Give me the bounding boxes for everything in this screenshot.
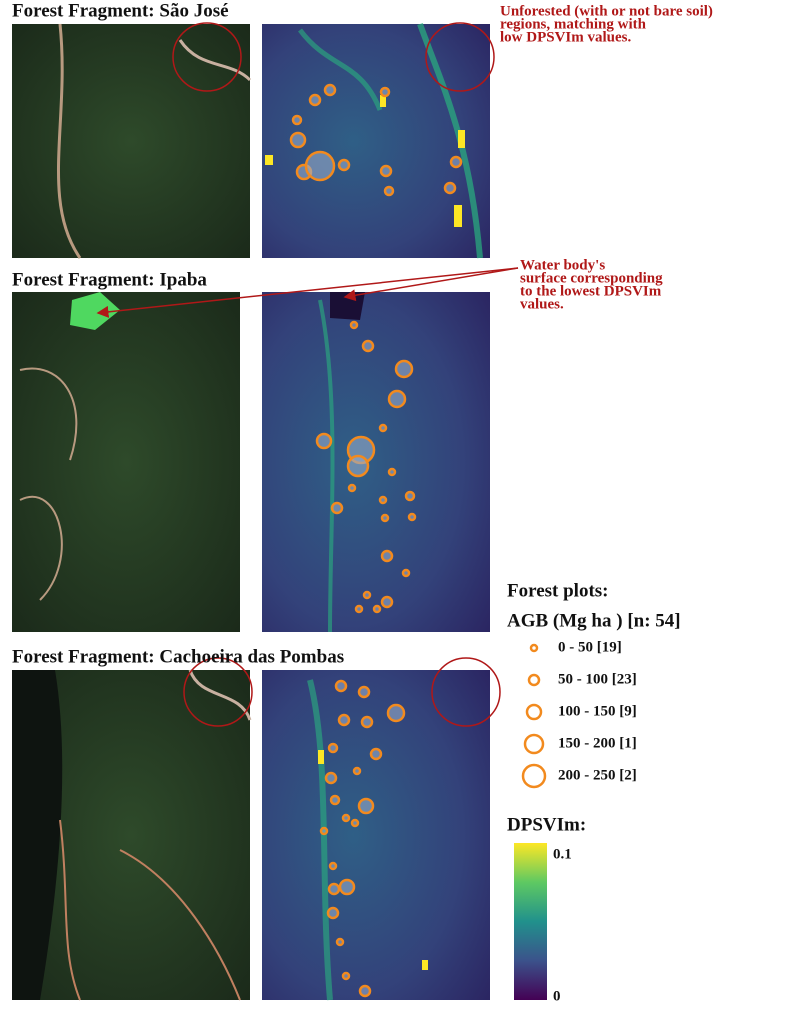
plot-circle <box>396 361 412 377</box>
rgb-images <box>12 24 250 1000</box>
legend-label: 0 - 50 [19] <box>558 639 622 655</box>
plot-circle <box>364 592 370 598</box>
legend-symbol <box>531 645 537 651</box>
panel-title: Forest Fragment: Ipaba <box>12 269 207 290</box>
plot-circle <box>451 157 461 167</box>
plot-circle <box>363 341 373 351</box>
plot-circle <box>291 133 305 147</box>
plot-circle <box>382 597 392 607</box>
plot-circle <box>406 492 414 500</box>
plot-circle <box>380 497 386 503</box>
panel-title: Forest Fragment: São José <box>12 0 229 21</box>
colorbar-title: DPSVIm: <box>507 814 586 835</box>
plot-circle <box>374 606 380 612</box>
plot-circle <box>348 456 368 476</box>
plot-circle <box>317 434 331 448</box>
colorbar-tick-label: 0 <box>553 988 561 1004</box>
plot-circle <box>329 884 339 894</box>
plot-circle <box>403 570 409 576</box>
figure: Forest Fragment: São José Forest Fragmen… <box>0 0 786 1009</box>
plot-circle <box>328 908 338 918</box>
plot-circle <box>359 799 373 813</box>
annotation-line: low DPSVIm values. <box>500 29 632 45</box>
plot-circle <box>293 116 301 124</box>
legend-label: 150 - 200 [1] <box>558 735 637 751</box>
plot-circle <box>321 828 327 834</box>
legend-symbol <box>527 705 541 719</box>
plot-circle <box>382 515 388 521</box>
plot-circle <box>360 986 370 996</box>
panel-title: Forest Fragment: Cachoeira das Pombas <box>12 646 344 667</box>
legend-symbol <box>529 675 539 685</box>
plot-circle <box>310 95 320 105</box>
plot-circle <box>343 973 349 979</box>
plot-circle <box>339 715 349 725</box>
plot-circle <box>326 773 336 783</box>
legend-subtitle: AGB (Mg ha ) [n: 54] <box>507 610 681 631</box>
plot-circle <box>381 88 389 96</box>
plot-circle <box>389 469 395 475</box>
plot-circle <box>351 322 357 328</box>
plot-circle <box>331 796 339 804</box>
plot-circle <box>349 485 355 491</box>
plot-circle <box>352 820 358 826</box>
plot-circle <box>325 85 335 95</box>
plot-circle <box>343 815 349 821</box>
plot-circle <box>362 717 372 727</box>
plot-circle <box>340 880 354 894</box>
plot-circle <box>389 391 405 407</box>
plot-circle <box>329 744 337 752</box>
legend-label: 200 - 250 [2] <box>558 767 637 783</box>
plot-circle <box>388 705 404 721</box>
legend-label: 50 - 100 [23] <box>558 671 637 687</box>
plot-circle <box>381 166 391 176</box>
legend-symbol <box>523 765 545 787</box>
annotation-line: values. <box>520 296 564 312</box>
plot-circle <box>385 187 393 195</box>
plot-circle <box>359 687 369 697</box>
plot-circle <box>332 503 342 513</box>
plot-circle <box>354 768 360 774</box>
plot-circle <box>356 606 362 612</box>
colorbar <box>514 843 547 1000</box>
plot-circle <box>371 749 381 759</box>
plot-circle <box>306 152 334 180</box>
plot-circle <box>445 183 455 193</box>
legend-label: 100 - 150 [9] <box>558 703 637 719</box>
legend-symbol <box>525 735 543 753</box>
plot-circle <box>382 551 392 561</box>
colorbar-tick-label: 0.1 <box>553 846 572 862</box>
plot-circle <box>336 681 346 691</box>
plot-circle <box>409 514 415 520</box>
plot-circle <box>380 425 386 431</box>
plot-circle <box>337 939 343 945</box>
legend-title: Forest plots: <box>507 580 609 601</box>
plot-circle <box>330 863 336 869</box>
plot-circle <box>339 160 349 170</box>
